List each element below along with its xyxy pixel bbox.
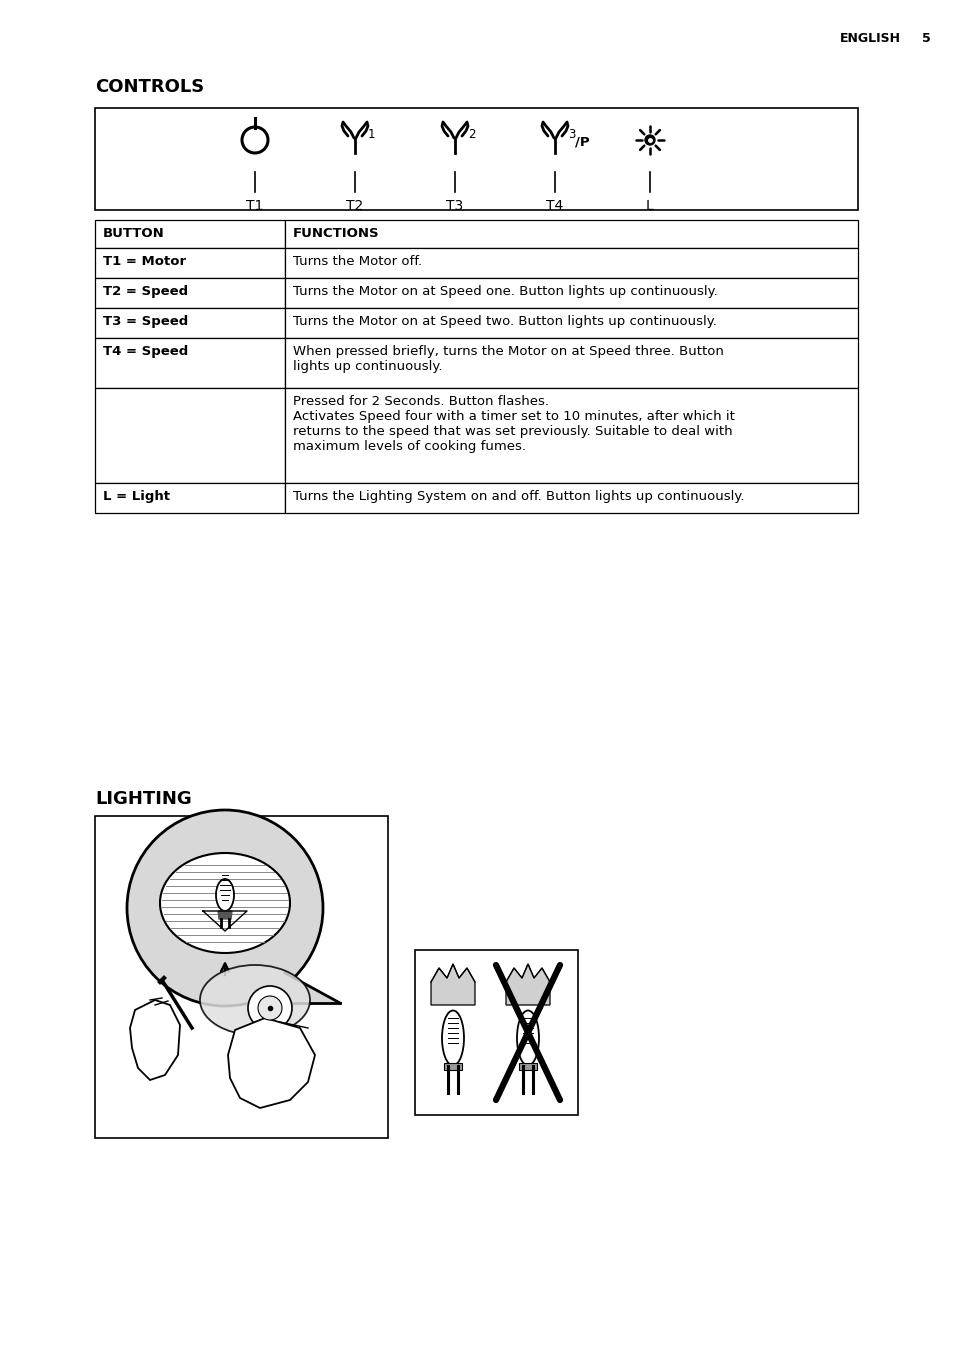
Circle shape	[644, 135, 655, 145]
Bar	[95, 338, 285, 389]
Text: T3: T3	[446, 199, 463, 213]
Bar	[95, 483, 285, 513]
Text: /P: /P	[575, 135, 589, 149]
Text: When pressed briefly, turns the Motor on at Speed three. Button
lights up contin: When pressed briefly, turns the Motor on…	[293, 345, 723, 372]
Ellipse shape	[200, 965, 310, 1034]
Text: Turns the Motor on at Speed two. Button lights up continuously.: Turns the Motor on at Speed two. Button …	[293, 315, 716, 328]
Polygon shape	[505, 964, 550, 1005]
Text: T1 = Motor: T1 = Motor	[103, 255, 186, 268]
Ellipse shape	[441, 1010, 463, 1066]
Bar	[285, 248, 857, 278]
Text: 2: 2	[468, 129, 475, 142]
Text: LIGHTING: LIGHTING	[95, 789, 192, 808]
Text: Turns the Lighting System on and off. Button lights up continuously.: Turns the Lighting System on and off. Bu…	[293, 490, 743, 502]
Polygon shape	[228, 1018, 314, 1108]
Bar	[95, 248, 285, 278]
Polygon shape	[218, 911, 232, 919]
Text: CONTROLS: CONTROLS	[95, 79, 204, 96]
Text: L = Light: L = Light	[103, 490, 170, 502]
Text: Turns the Motor off.: Turns the Motor off.	[293, 255, 421, 268]
Text: T1: T1	[246, 199, 263, 213]
Text: Turns the Motor on at Speed one. Button lights up continuously.: Turns the Motor on at Speed one. Button …	[293, 284, 717, 298]
Bar	[443, 1063, 461, 1070]
Text: T2: T2	[346, 199, 363, 213]
Bar	[285, 389, 857, 483]
Circle shape	[248, 986, 292, 1030]
Text: ENGLISH: ENGLISH	[840, 32, 900, 45]
Bar	[95, 816, 388, 1137]
Text: T3 = Speed: T3 = Speed	[103, 315, 188, 328]
Bar	[415, 951, 578, 1114]
Text: BUTTON: BUTTON	[103, 227, 165, 240]
Bar	[95, 108, 857, 210]
Polygon shape	[431, 964, 475, 1005]
Ellipse shape	[215, 879, 233, 911]
Text: T4: T4	[546, 199, 563, 213]
Bar	[95, 389, 285, 483]
Text: FUNCTIONS: FUNCTIONS	[293, 227, 379, 240]
Text: 3: 3	[567, 129, 575, 142]
Bar	[285, 338, 857, 389]
Circle shape	[257, 997, 282, 1020]
Bar	[285, 483, 857, 513]
Ellipse shape	[517, 1010, 538, 1066]
Ellipse shape	[160, 853, 290, 953]
Text: T2 = Speed: T2 = Speed	[103, 284, 188, 298]
Bar	[285, 278, 857, 307]
Bar	[285, 219, 857, 248]
Bar	[95, 219, 285, 248]
Polygon shape	[130, 1001, 180, 1080]
Bar	[285, 307, 857, 338]
Text: 5: 5	[921, 32, 930, 45]
Text: 1: 1	[368, 129, 375, 142]
Polygon shape	[270, 974, 339, 1003]
Bar	[95, 278, 285, 307]
Circle shape	[127, 810, 323, 1006]
Text: T4 = Speed: T4 = Speed	[103, 345, 188, 357]
Text: L: L	[645, 199, 653, 213]
Bar	[95, 307, 285, 338]
Bar	[518, 1063, 537, 1070]
Text: Pressed for 2 Seconds. Button flashes.
Activates Speed four with a timer set to : Pressed for 2 Seconds. Button flashes. A…	[293, 395, 734, 454]
